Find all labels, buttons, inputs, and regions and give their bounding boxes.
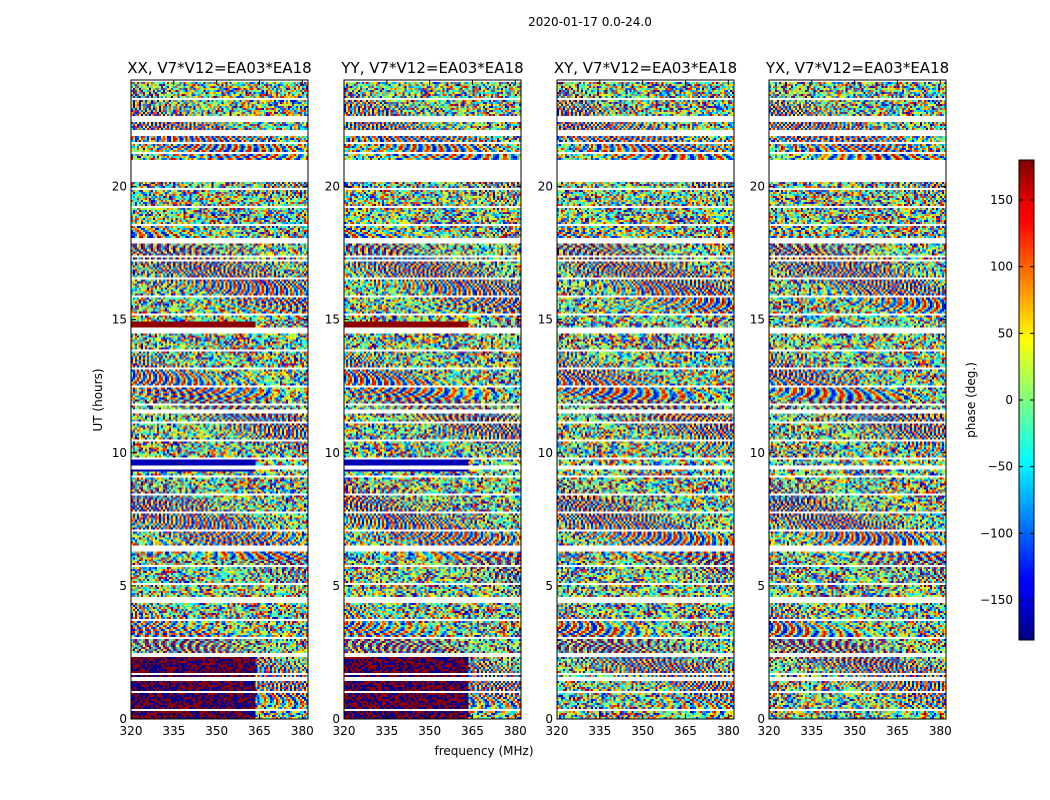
panel-title: YY, V7*V12=EA03*EA18 — [340, 59, 523, 77]
y-tick-label: 10 — [325, 446, 340, 460]
heatmap-raster — [557, 80, 734, 719]
panel-frame — [130, 79, 309, 720]
x-tick-label: 335 — [588, 724, 611, 738]
y-tick-label: 15 — [750, 313, 765, 327]
panel-frame — [556, 79, 735, 720]
y-tick-label: 0 — [119, 712, 127, 726]
y-tick-label: 0 — [757, 712, 765, 726]
heatmap-raster — [344, 80, 521, 719]
x-tick-label: 320 — [120, 724, 143, 738]
colorbar-ticks: 150 100 50 0 −50 −100 −150 — [980, 193, 1034, 607]
panel-title: XX, V7*V12=EA03*EA18 — [127, 59, 311, 77]
y-tick-label: 5 — [119, 579, 127, 593]
colorbar-label: phase (deg.) — [964, 362, 978, 438]
colorbar: 150 100 50 0 −50 −100 −150 phase (deg.) — [964, 159, 1035, 641]
colorbar-tick-label: 0 — [1005, 393, 1013, 407]
y-tick-label: 20 — [750, 180, 765, 194]
y-tick-label: 15 — [538, 313, 553, 327]
panel-frame — [768, 79, 947, 720]
x-tick-label: 365 — [674, 724, 697, 738]
x-tick-label: 365 — [886, 724, 909, 738]
panel-title: XY, V7*V12=EA03*EA18 — [554, 59, 737, 77]
y-tick-label: 20 — [538, 180, 553, 194]
x-tick-label: 350 — [843, 724, 866, 738]
y-tick-label: 5 — [545, 579, 553, 593]
panel-yx: YX, V7*V12=EA03*EA18 320 335 350 365 380 0 5 10 1… — [750, 59, 952, 738]
x-tick-label: 380 — [929, 724, 952, 738]
y-tick-label: 20 — [325, 180, 340, 194]
heatmap-raster — [131, 80, 308, 719]
colorbar-tick-label: −100 — [980, 526, 1013, 540]
panel-xy: XY, V7*V12=EA03*EA18 320 335 350 365 380 0 5 10 1… — [538, 59, 740, 738]
y-tick-label: 5 — [757, 579, 765, 593]
x-tick-label: 350 — [418, 724, 441, 738]
y-axis-label: UT (hours) — [91, 368, 105, 431]
y-tick-label: 10 — [750, 446, 765, 460]
x-tick-label: 335 — [375, 724, 398, 738]
colorbar-tick-label: 150 — [990, 193, 1013, 207]
x-tick-label: 350 — [631, 724, 654, 738]
x-tick-label: 380 — [504, 724, 527, 738]
x-tick-label: 320 — [758, 724, 781, 738]
y-tick-label: 5 — [332, 579, 340, 593]
y-tick-label: 10 — [112, 446, 127, 460]
panel-title: YX, V7*V12=EA03*EA18 — [765, 59, 949, 77]
x-tick-label: 365 — [248, 724, 271, 738]
y-tick-label: 20 — [112, 180, 127, 194]
y-tick-label: 10 — [538, 446, 553, 460]
heatmap-raster — [769, 80, 946, 719]
x-tick-label: 380 — [291, 724, 314, 738]
x-tick-label: 335 — [800, 724, 823, 738]
x-tick-label: 320 — [546, 724, 569, 738]
colorbar-tick-label: −150 — [980, 593, 1013, 607]
x-tick-label: 380 — [717, 724, 740, 738]
panels: XX, V7*V12=EA03*EA18 320 335 350 365 380 0 5 10 1… — [112, 59, 952, 738]
colorbar-tick-label: −50 — [988, 460, 1013, 474]
colorbar-tick-label: 100 — [990, 260, 1013, 274]
x-tick-label: 350 — [205, 724, 228, 738]
x-tick-label: 320 — [333, 724, 356, 738]
y-tick-label: 15 — [325, 313, 340, 327]
y-tick-label: 0 — [545, 712, 553, 726]
suptitle: 2020-01-17 0.0-24.0 — [528, 15, 652, 29]
y-tick-label: 15 — [112, 313, 127, 327]
panel-frame — [343, 79, 522, 720]
x-tick-label: 335 — [162, 724, 185, 738]
panel-xx: XX, V7*V12=EA03*EA18 320 335 350 365 380 0 5 10 1… — [112, 59, 314, 738]
panel-yy: YY, V7*V12=EA03*EA18 320 335 350 365 380 0 5 10 1… — [325, 59, 527, 738]
y-tick-label: 0 — [332, 712, 340, 726]
x-axis-label: frequency (MHz) — [434, 744, 533, 758]
colorbar-tick-label: 50 — [998, 326, 1013, 340]
x-tick-label: 365 — [461, 724, 484, 738]
